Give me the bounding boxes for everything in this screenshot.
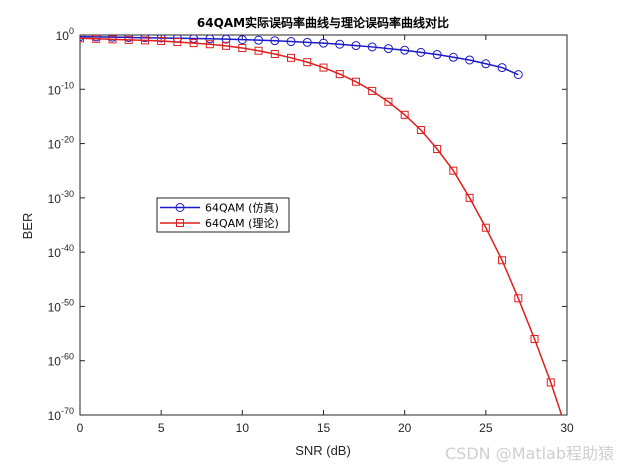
data-point-circle bbox=[481, 59, 491, 69]
data-point-square bbox=[481, 223, 490, 232]
x-tick-label: 30 bbox=[560, 421, 574, 435]
data-point-circle bbox=[302, 37, 312, 47]
legend-label-theory: 64QAM (理论) bbox=[205, 216, 279, 230]
y-axis-label: BER bbox=[20, 213, 35, 240]
data-point-square bbox=[351, 77, 360, 86]
data-point-square bbox=[92, 35, 101, 43]
data-point-circle bbox=[221, 35, 231, 44]
data-point-square bbox=[189, 39, 198, 48]
data-point-circle bbox=[286, 37, 296, 47]
x-axis: 0 5 10 15 20 25 30 bbox=[77, 35, 574, 435]
y-tick-base: 10 bbox=[48, 192, 62, 206]
data-point-circle bbox=[432, 50, 442, 60]
watermark: CSDN @Matlab程助猿 bbox=[445, 444, 614, 463]
data-point-square bbox=[205, 40, 214, 49]
data-point-square bbox=[368, 86, 377, 95]
y-tick-label: 10-40 bbox=[48, 243, 74, 260]
y-tick-label: 10-10 bbox=[48, 80, 74, 97]
y-tick-base: 10 bbox=[48, 138, 62, 152]
legend-entry-theory: 64QAM (理论) bbox=[160, 216, 279, 230]
chart-title: 64QAM实际误码率曲线与理论误码率曲线对比 bbox=[197, 15, 449, 30]
y-tick-exponent: -20 bbox=[61, 135, 74, 145]
data-point-circle bbox=[270, 36, 280, 46]
data-point-square bbox=[465, 193, 474, 202]
data-point-circle bbox=[319, 38, 328, 48]
legend-entry-simulated: 64QAM (仿真) bbox=[160, 201, 279, 215]
y-tick-base: 10 bbox=[48, 355, 62, 369]
x-tick-label: 0 bbox=[77, 421, 84, 435]
data-point-square bbox=[173, 38, 182, 47]
data-point-circle bbox=[465, 55, 475, 65]
data-point-square bbox=[514, 294, 523, 303]
data-point-square bbox=[319, 63, 328, 72]
data-point-circle bbox=[513, 70, 523, 80]
data-point-square bbox=[449, 166, 458, 175]
data-point-circle bbox=[237, 35, 247, 45]
data-point-circle bbox=[448, 52, 458, 62]
series-layer bbox=[80, 35, 563, 415]
data-point-square bbox=[335, 70, 344, 79]
x-axis-label: SNR (dB) bbox=[295, 443, 351, 458]
y-tick-exponent: -60 bbox=[61, 352, 74, 362]
data-point-square bbox=[270, 50, 279, 58]
data-point-square bbox=[400, 110, 409, 119]
legend[interactable]: 64QAM (仿真) 64QAM (理论) bbox=[156, 197, 290, 233]
x-tick-label: 20 bbox=[398, 421, 412, 435]
x-tick-label: 5 bbox=[158, 421, 165, 435]
series-line-0 bbox=[80, 35, 519, 76]
data-point-square bbox=[546, 378, 555, 387]
x-tick-label: 15 bbox=[317, 421, 331, 435]
y-tick-label: 10-60 bbox=[48, 352, 74, 369]
data-point-circle bbox=[383, 44, 393, 54]
data-point-circle bbox=[335, 39, 345, 49]
plot-area bbox=[79, 34, 568, 416]
y-tick-label: 10-50 bbox=[48, 297, 74, 314]
y-tick-base: 10 bbox=[48, 300, 62, 314]
data-point-square bbox=[238, 44, 247, 53]
data-point-circle bbox=[367, 42, 377, 52]
data-point-square bbox=[124, 35, 133, 44]
y-tick-exponent: -40 bbox=[61, 243, 74, 253]
data-point-circle bbox=[205, 35, 215, 44]
y-tick-label: 10-20 bbox=[48, 135, 74, 152]
data-point-square bbox=[222, 41, 231, 50]
data-point-square bbox=[80, 35, 84, 43]
data-point-square bbox=[530, 335, 539, 343]
series-line-1 bbox=[80, 37, 563, 415]
y-tick-base: 10 bbox=[48, 409, 62, 423]
legend-label-simulated: 64QAM (仿真) bbox=[205, 201, 279, 215]
data-point-square bbox=[303, 58, 312, 67]
data-point-square bbox=[384, 97, 393, 106]
y-tick-base: 10 bbox=[48, 83, 62, 97]
data-point-square bbox=[416, 126, 425, 134]
data-point-circle bbox=[416, 47, 426, 57]
x-tick-label: 25 bbox=[479, 421, 493, 435]
data-point-square bbox=[498, 256, 507, 265]
y-tick-exponent: -30 bbox=[61, 189, 74, 199]
data-point-square bbox=[108, 35, 117, 44]
x-tick-label: 10 bbox=[236, 421, 250, 435]
data-point-circle bbox=[497, 63, 507, 73]
data-point-circle bbox=[351, 41, 361, 51]
data-point-square bbox=[433, 145, 442, 153]
data-point-square bbox=[140, 36, 149, 45]
y-tick-base: 10 bbox=[48, 246, 62, 260]
data-point-circle bbox=[254, 35, 264, 45]
data-point-square bbox=[287, 53, 296, 62]
y-tick-label: 10-70 bbox=[48, 406, 74, 423]
data-point-circle bbox=[400, 45, 410, 55]
y-tick-label: 10-30 bbox=[48, 189, 74, 206]
data-point-square bbox=[254, 46, 263, 55]
data-point-square bbox=[157, 36, 166, 45]
y-tick-label: 100 bbox=[56, 26, 74, 43]
y-tick-exponent: 0 bbox=[69, 26, 74, 36]
y-tick-base: 10 bbox=[56, 29, 70, 43]
y-tick-exponent: -10 bbox=[61, 80, 74, 90]
y-tick-exponent: -70 bbox=[61, 406, 74, 416]
y-tick-exponent: -50 bbox=[61, 297, 74, 307]
